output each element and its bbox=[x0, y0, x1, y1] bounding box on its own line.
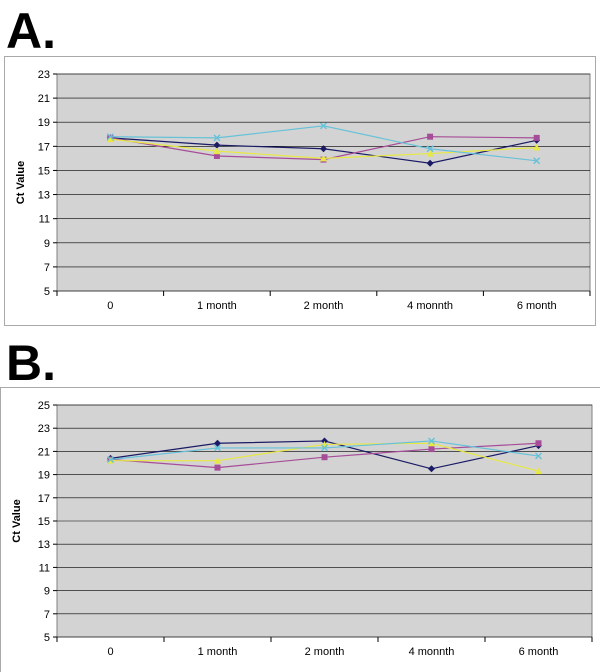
y-tick-label: 9 bbox=[44, 238, 50, 250]
series-3-point bbox=[213, 147, 221, 155]
y-tick-label: 7 bbox=[44, 609, 50, 621]
y-tick-label: 13 bbox=[38, 190, 50, 202]
series-4-point bbox=[320, 122, 327, 130]
x-tick-label: 4 monnth bbox=[407, 300, 453, 312]
x-mark-stroke bbox=[106, 133, 114, 141]
y-tick-label: 19 bbox=[38, 470, 50, 482]
x-tick-label: 6 month bbox=[519, 646, 559, 658]
series-4-point bbox=[428, 437, 435, 445]
series-4-point bbox=[321, 444, 328, 452]
x-tick-label: 4 monnth bbox=[409, 646, 455, 658]
x-tick-label: 6 month bbox=[517, 300, 557, 312]
series-3-point bbox=[426, 150, 434, 157]
panel-letter-a: A. bbox=[6, 3, 56, 59]
y-tick-label: 13 bbox=[38, 539, 50, 551]
series-3-point bbox=[320, 154, 327, 162]
series-3-point bbox=[533, 144, 541, 151]
x-mark-stroke bbox=[320, 122, 327, 130]
series-4-point bbox=[213, 134, 221, 142]
y-tick-label: 15 bbox=[38, 165, 50, 177]
x-mark-stroke bbox=[214, 444, 221, 452]
series-1-point bbox=[214, 439, 221, 447]
series-4-point bbox=[107, 456, 114, 464]
y-tick-label: 17 bbox=[38, 141, 50, 153]
series-2-point bbox=[213, 152, 220, 159]
series-4-point bbox=[535, 452, 542, 460]
series-2-point bbox=[321, 454, 328, 461]
x-tick-label: 2 month bbox=[305, 646, 345, 658]
x-tick-label: 1 month bbox=[197, 300, 237, 312]
y-tick-label: 23 bbox=[38, 423, 50, 435]
y-tick-label: 11 bbox=[39, 562, 50, 574]
series-3-point bbox=[535, 467, 542, 475]
x-mark-stroke bbox=[426, 145, 434, 153]
x-mark-stroke bbox=[321, 444, 328, 452]
panel-letter-b: B. bbox=[6, 335, 56, 391]
x-mark-stroke bbox=[428, 437, 435, 445]
series-3-point bbox=[214, 457, 221, 464]
y-tick-label: 5 bbox=[44, 286, 50, 298]
series-2-point bbox=[535, 440, 542, 447]
x-mark-stroke bbox=[535, 452, 542, 460]
y-tick-label: 11 bbox=[39, 214, 50, 226]
y-axis-label: Ct Value bbox=[11, 499, 23, 542]
y-tick-label: 21 bbox=[38, 93, 50, 105]
series-2-point bbox=[428, 446, 435, 453]
y-tick-label: 9 bbox=[44, 586, 50, 598]
x-mark-stroke bbox=[213, 134, 221, 142]
y-tick-label: 25 bbox=[38, 400, 50, 412]
y-tick-label: 23 bbox=[38, 69, 50, 81]
y-tick-label: 15 bbox=[38, 516, 50, 528]
series-2-point bbox=[214, 464, 221, 471]
series-1-point bbox=[426, 159, 434, 167]
series-1-point bbox=[428, 465, 435, 473]
series-1-point bbox=[213, 141, 221, 149]
x-tick-label: 1 month bbox=[198, 646, 238, 658]
series-4-point bbox=[106, 133, 114, 141]
y-axis-label: Ct Value bbox=[15, 161, 27, 204]
x-tick-label: 0 bbox=[107, 300, 113, 312]
y-tick-label: 21 bbox=[38, 446, 50, 458]
series-3-point bbox=[428, 439, 435, 447]
series-4-point bbox=[533, 157, 541, 165]
x-mark-stroke bbox=[533, 157, 541, 165]
x-mark-stroke bbox=[107, 456, 114, 464]
y-tick-label: 17 bbox=[38, 493, 50, 505]
series-2-point bbox=[427, 133, 434, 140]
series-1-point bbox=[320, 145, 327, 153]
series-4-point bbox=[426, 145, 434, 153]
y-tick-label: 7 bbox=[44, 262, 50, 274]
y-tick-label: 19 bbox=[38, 117, 50, 129]
series-4-point bbox=[214, 444, 221, 452]
x-tick-label: 2 month bbox=[304, 300, 344, 312]
series-3-point bbox=[106, 135, 114, 143]
y-tick-label: 5 bbox=[44, 632, 50, 644]
series-2-point bbox=[533, 134, 540, 141]
x-tick-label: 0 bbox=[107, 646, 113, 658]
